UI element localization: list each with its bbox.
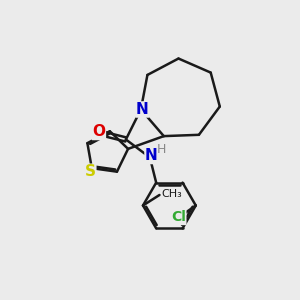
Text: O: O — [92, 124, 105, 140]
Text: CH₃: CH₃ — [161, 189, 182, 200]
Text: Cl: Cl — [171, 211, 186, 224]
Text: N: N — [145, 148, 158, 164]
Text: N: N — [136, 102, 149, 117]
Text: S: S — [85, 164, 96, 179]
Text: H: H — [157, 142, 166, 156]
